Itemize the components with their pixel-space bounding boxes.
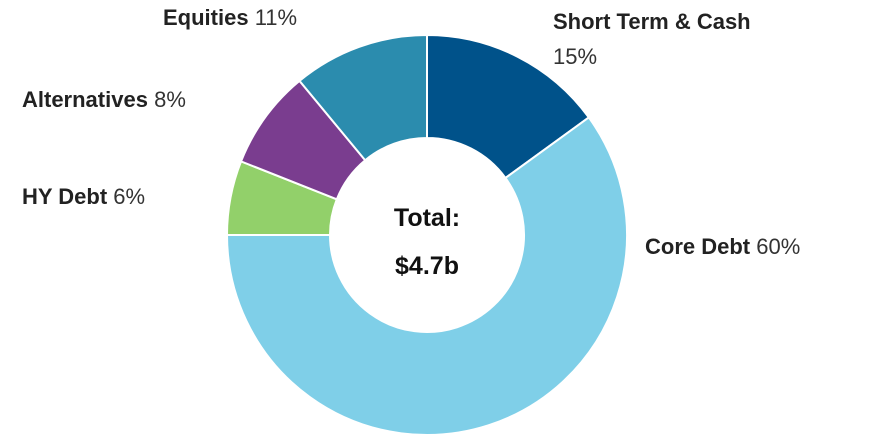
segment-label: Equities 11% xyxy=(163,0,383,35)
category-name: Alternatives xyxy=(22,87,148,112)
center-value: $4.7b xyxy=(395,252,459,280)
segment-label: Core Debt 60% xyxy=(645,229,877,264)
category-name: HY Debt xyxy=(22,184,108,209)
segment-label: Short Term & Cash 15% xyxy=(553,4,763,74)
value-label: 11% xyxy=(254,5,298,30)
value-label: 8% xyxy=(154,87,186,112)
value-label: 60% xyxy=(756,234,801,259)
value-label: 15% xyxy=(553,44,598,69)
donut-segment xyxy=(225,116,628,436)
donut-segment xyxy=(298,33,428,162)
category-name: Core Debt xyxy=(645,234,751,259)
segment-label: Alternatives 8% xyxy=(22,82,282,117)
segment-label: HY Debt 6% xyxy=(22,179,222,214)
center-title: Total: xyxy=(393,204,461,232)
value-label: 6% xyxy=(113,184,146,209)
category-name: Equities xyxy=(163,5,249,30)
category-name: Short Term & Cash xyxy=(553,9,751,34)
